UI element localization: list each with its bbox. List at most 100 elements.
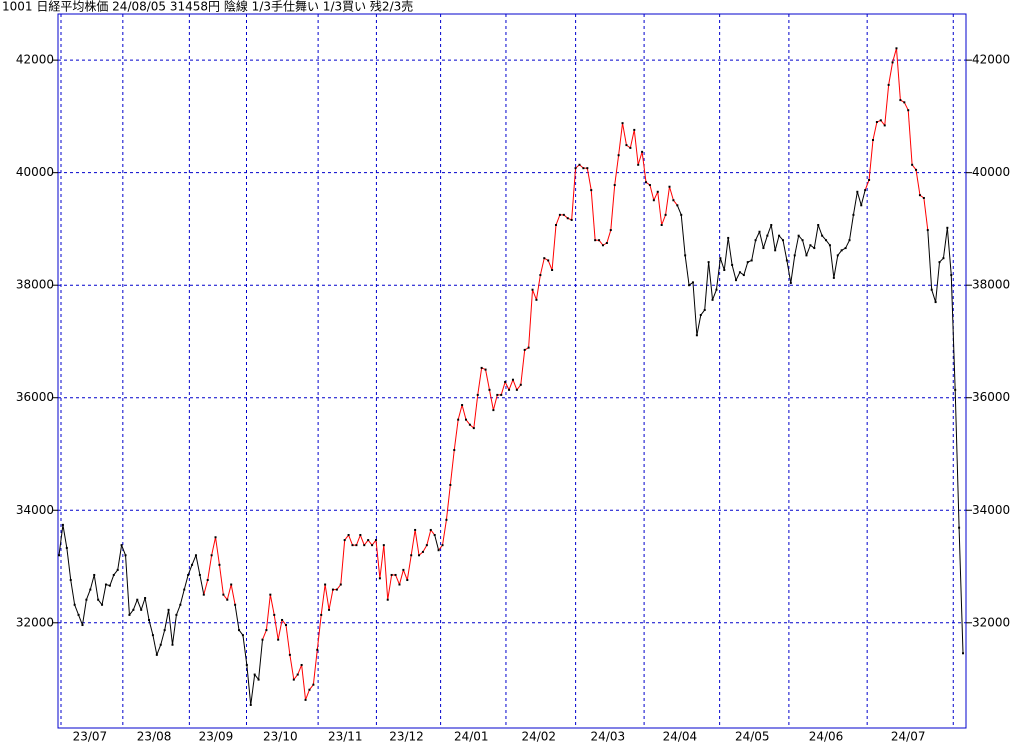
data-point [480,366,483,369]
data-point [531,288,534,291]
line-segment [802,240,807,256]
y-tick-label-right: 34000 [972,503,1010,517]
data-point [848,239,851,242]
data-point [594,239,597,242]
data-point [558,213,561,216]
data-point [343,539,346,542]
data-point [492,409,495,412]
data-point [101,603,104,606]
data-point [245,663,248,666]
line-segment [735,272,741,281]
line-segment [434,534,440,551]
data-point [946,226,949,229]
line-segment [715,258,721,290]
data-point [930,288,933,291]
data-point [504,380,507,383]
line-segment [348,534,353,546]
data-point [441,544,444,547]
data-point [163,629,166,632]
data-point [284,624,287,627]
line-segment [93,574,99,600]
line-segment [649,184,655,201]
data-point [61,523,64,526]
line-segment [606,229,612,244]
line-segment [633,129,639,165]
data-point [414,528,417,531]
data-point [335,588,338,591]
data-point [457,418,460,421]
line-segment [532,289,537,301]
line-segment [954,389,960,528]
x-tick-label: 24/03 [591,730,626,744]
line-segment [89,574,95,590]
line-segment [273,614,279,640]
data-point [656,190,659,193]
data-point [958,526,961,529]
line-segment [942,227,948,259]
data-point [825,239,828,242]
line-segment [708,262,714,300]
data-point [363,544,366,547]
data-point [840,249,843,252]
x-tick-label: 23/09 [199,730,234,744]
data-point [484,368,487,371]
x-tick-label: 23/07 [73,730,108,744]
data-point [707,261,710,264]
line-segment [477,367,483,395]
data-point [433,534,436,537]
line-segment [246,664,252,705]
data-point [238,629,241,632]
line-segment [312,649,318,685]
y-tick-label: 36000 [16,390,54,404]
data-point [555,223,558,226]
data-point [398,583,401,586]
x-tick-label: 24/04 [663,730,698,744]
data-point [308,688,311,691]
line-segment [751,240,757,261]
line-segment [610,185,616,231]
line-segment [473,394,479,429]
data-point [762,247,765,250]
data-point [378,577,381,580]
line-segment [860,189,866,206]
data-point [601,244,604,247]
line-segment [320,584,326,615]
data-point [641,150,644,153]
line-segment [289,654,295,680]
line-segment [62,524,68,549]
line-segment [868,139,874,181]
data-point [648,184,651,187]
data-point [449,483,452,486]
data-point [738,271,741,274]
data-point [754,239,757,242]
line-segment [692,282,698,336]
line-segment [125,555,130,615]
data-point [402,568,405,571]
data-point [355,544,358,547]
data-point [527,346,530,349]
data-point [856,190,859,193]
data-point [691,281,694,284]
data-point [65,546,68,549]
data-point [934,301,937,304]
data-point [832,276,835,279]
line-segment [590,190,596,241]
data-point [519,383,522,386]
line-segment [512,379,518,391]
data-point [797,234,800,237]
line-segment [265,594,271,631]
line-segment [915,169,921,196]
line-segment [790,255,796,284]
line-segment [770,224,776,251]
data-point [253,673,256,676]
line-segment [191,555,197,566]
data-point [191,563,194,566]
line-segment [500,381,506,396]
data-point [515,388,518,391]
line-segment [665,186,670,215]
data-point [535,298,538,301]
line-segment [277,619,283,640]
line-segment [387,574,393,600]
